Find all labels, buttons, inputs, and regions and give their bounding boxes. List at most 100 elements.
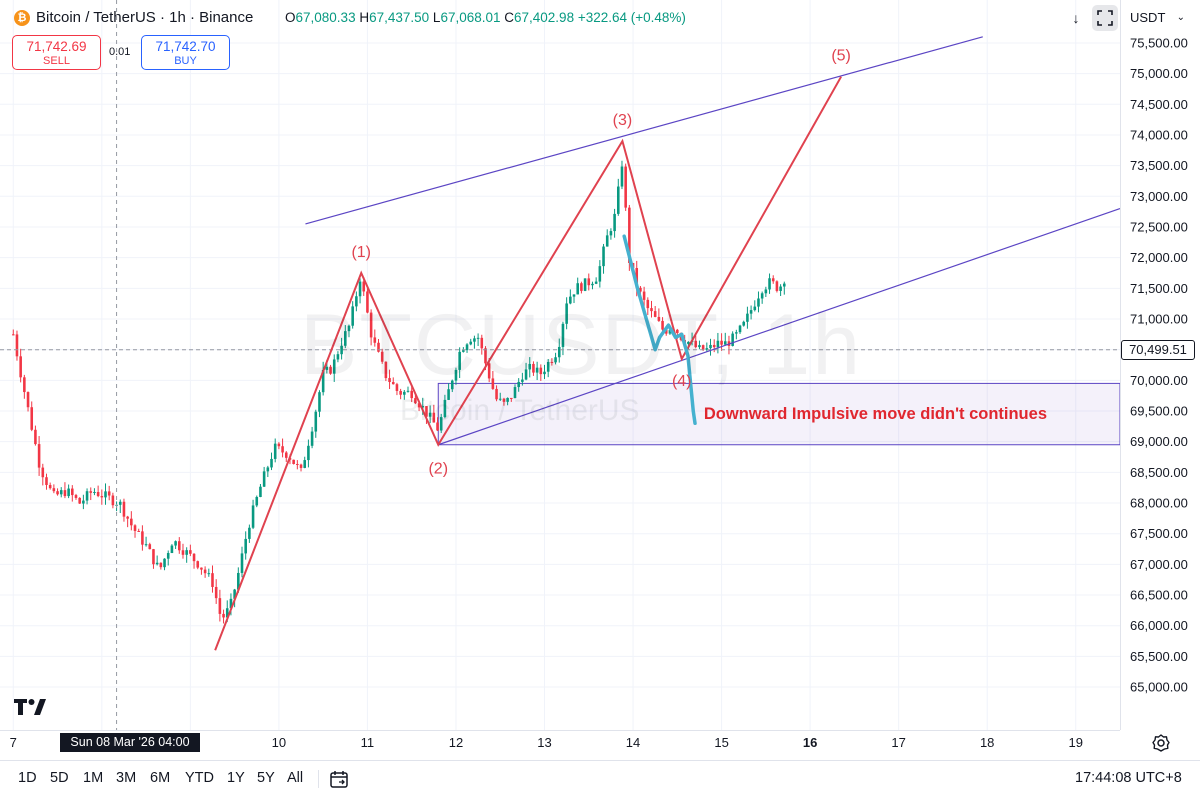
candle-body [749,310,753,314]
candle-body [141,531,144,545]
fullscreen-button[interactable] [1092,5,1118,31]
candle-body [48,484,52,489]
candle-body [74,495,78,498]
candle-body [37,444,41,468]
candle-body [664,329,668,334]
candle-body [698,345,701,348]
candle-body [281,446,284,453]
buy-label: BUY [174,55,197,67]
candle-body [771,278,775,282]
price-tick-label: 74,500.00 [1130,97,1188,112]
wave-label: (1) [351,244,371,261]
candle-body [388,378,391,383]
time-tick-label: 18 [980,735,994,750]
candle-body [716,340,720,348]
candle-body [694,340,698,348]
download-button[interactable]: ↓ [1066,8,1086,28]
candle-body [462,350,465,352]
candle-body [561,323,565,347]
candle-body [107,491,111,496]
candle-body [63,490,67,497]
candle-body [668,330,672,334]
sell-button[interactable]: 71,742.69 SELL [12,35,101,70]
range-button-6m[interactable]: 6M [150,770,171,786]
channel-upper-line [305,36,983,225]
candle-body [314,411,318,432]
candle-body [476,337,480,339]
elliott-wave-lines [214,76,842,651]
price-tick-label: 65,000.00 [1130,680,1188,695]
wave-label: (4) [672,373,692,390]
candle-body [211,573,214,587]
candle-body [214,586,218,599]
candle-body [384,361,388,379]
candle-body [266,467,270,472]
range-button-5d[interactable]: 5D [50,770,69,786]
currency-selector[interactable]: USDT ⌄ [1121,5,1195,31]
candle-body [628,207,631,263]
candle-body [296,463,299,465]
candle-body [93,491,96,493]
candle-body [661,320,664,330]
candle-body [170,545,174,554]
range-button-ytd[interactable]: YTD [185,770,214,786]
candle-body [148,544,152,550]
crosshair-time-label: Sun 08 Mar '26 04:00 [60,733,200,752]
price-tick-label: 74,000.00 [1130,127,1188,142]
candle-body [26,392,30,408]
range-button-3m[interactable]: 3M [116,770,137,786]
calendar-icon[interactable] [329,769,349,789]
candle-body [19,356,22,378]
candle-body [443,399,447,418]
candle-body [174,541,177,546]
candle-body [122,501,126,517]
buy-button[interactable]: 71,742.70 BUY [141,35,230,70]
candle-body [557,346,561,358]
candle-body [255,496,259,506]
range-button-1d[interactable]: 1D [18,770,37,786]
range-button-1y[interactable]: 1Y [227,770,245,786]
wave-label: (3) [613,112,633,129]
candle-body [746,313,749,322]
candle-body [410,390,413,399]
candle-body [487,363,491,379]
candle-body [605,235,609,247]
candle-body [395,384,399,391]
candle-body [783,283,786,287]
range-button-5y[interactable]: 5Y [257,770,275,786]
candle-body [377,342,380,352]
candle-body [480,337,484,349]
settings-gear-icon[interactable] [1151,733,1171,753]
candle-body [307,445,310,461]
clock-timezone[interactable]: 17:44:08 UTC+8 [1075,770,1182,786]
candle-body [535,367,539,373]
range-button-all[interactable]: All [287,770,304,786]
candle-body [78,497,81,504]
candle-body [546,361,550,372]
candle-body [166,553,170,559]
price-tick-label: 71,500.00 [1130,281,1188,296]
symbol-title[interactable]: Bitcoin / TetherUS · 1h · Binance [36,9,254,26]
candle-body [373,337,377,343]
price-chart[interactable]: (1) (2) (3) (4) (5) Downward Impulsive move … [0,0,1200,760]
price-tick-label: 75,000.00 [1130,66,1188,81]
candle-body [554,357,557,363]
close-key: C [504,10,515,25]
candle-body [565,303,568,324]
candle-body [362,281,366,292]
candle-body [775,281,779,291]
price-tick-label: 65,500.00 [1130,649,1188,664]
candle-body [137,530,140,532]
candle-body [705,348,709,350]
candle-body [329,366,332,374]
range-button-1m[interactable]: 1M [83,770,104,786]
candle-body [425,406,428,417]
candle-body [251,505,255,528]
candle-body [439,417,443,431]
candle-body [764,289,768,294]
price-tick-label: 67,500.00 [1130,526,1188,541]
tradingview-logo [14,699,46,715]
candle-body [602,246,605,267]
candle-body [229,598,233,609]
candle-body [653,311,657,317]
